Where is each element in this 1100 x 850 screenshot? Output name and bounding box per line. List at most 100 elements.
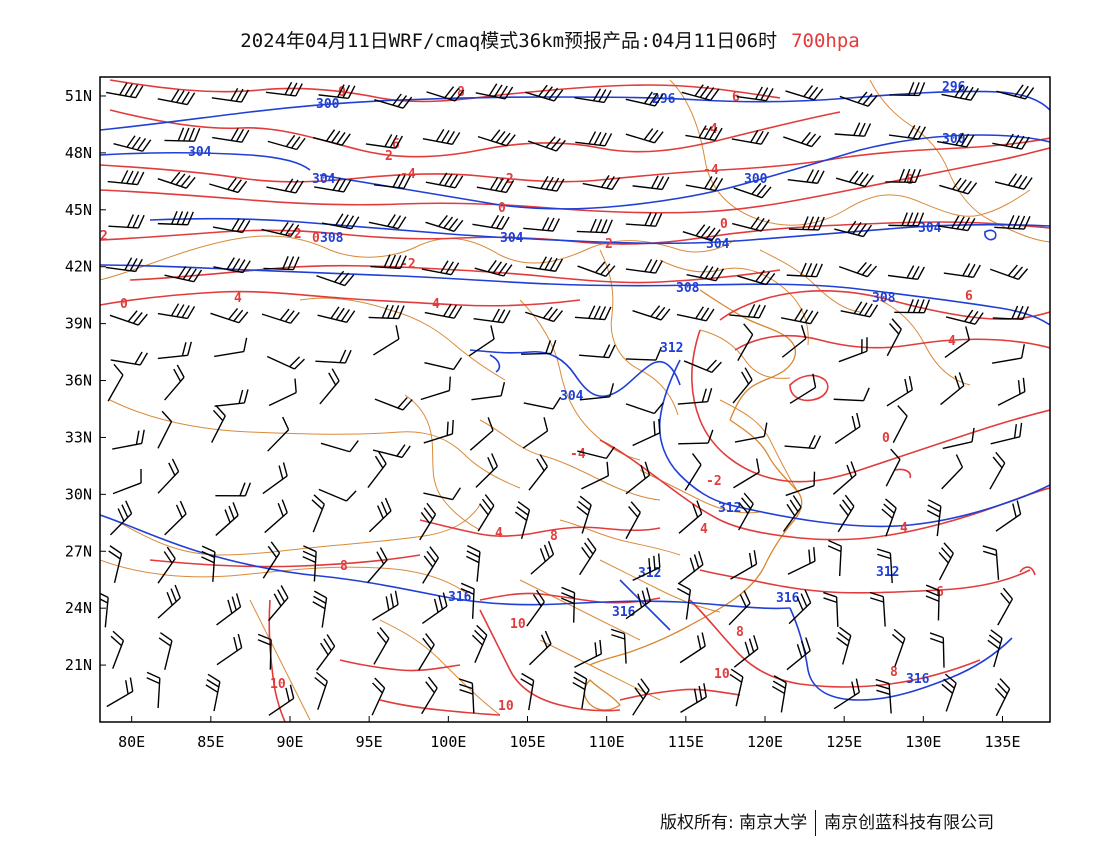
copyright-footer: 版权所有: 南京大学 南京创蓝科技有限公司: [660, 808, 994, 836]
wind-barb-feather: [232, 502, 239, 516]
wind-barb-feather: [453, 357, 463, 370]
wind-barb-feather: [466, 550, 480, 558]
wind-barb: [842, 635, 852, 665]
wind-barbs: [100, 81, 1035, 717]
wind-barb-feather: [536, 458, 545, 472]
wind-barb-feather: [201, 550, 215, 558]
wind-barb-feather: [313, 595, 327, 604]
wind-barb-feather: [811, 169, 820, 183]
wind-barb-feather: [823, 591, 837, 598]
wind-barb-feather: [141, 429, 145, 444]
wind-barb-feather: [427, 676, 438, 689]
wind-barb-feather: [611, 177, 621, 190]
wind-barb-feather: [691, 453, 702, 466]
wind-barb-feather: [474, 629, 486, 641]
wind-barb-feather: [232, 179, 242, 192]
wind-barb-feather: [885, 498, 897, 509]
wind-barb-feather: [279, 308, 290, 321]
wind-barb-feather: [808, 86, 819, 99]
wind-barb-feather: [175, 504, 183, 518]
wind-barb-feather: [125, 680, 129, 695]
wind-barb: [522, 430, 548, 449]
wind-barb-feather: [862, 93, 873, 105]
wind-barb: [888, 683, 892, 714]
wind-barb-feather: [889, 323, 900, 335]
height-label: 312: [718, 501, 741, 516]
wind-barb-feather: [284, 310, 295, 323]
wind-barb-feather: [290, 136, 301, 149]
temp-label: 4: [234, 291, 242, 306]
wind-barb-feather: [866, 265, 878, 278]
wind-barb-feather: [1017, 268, 1029, 280]
wind-barb-feather: [640, 464, 646, 479]
wind-barb-feather: [193, 269, 203, 283]
wind-barb-feather: [760, 271, 771, 284]
wind-barb: [107, 374, 124, 402]
temp-label: 0: [882, 431, 890, 446]
wind-barb-feather: [698, 125, 707, 139]
wind-barb: [157, 471, 180, 494]
wind-barb: [625, 358, 656, 361]
wind-barb-feather: [600, 175, 610, 188]
wind-barb-feather: [850, 461, 857, 475]
wind-barb-feather: [997, 682, 1008, 695]
wind-barb-feather: [453, 305, 463, 319]
wind-barb-feather: [551, 177, 560, 191]
wind-barb-feather: [806, 169, 814, 183]
wind-barb-feather: [284, 223, 294, 236]
wind-barb-feather: [241, 220, 251, 233]
wind-barb-feather: [804, 589, 812, 604]
wind-barb-feather: [907, 81, 915, 96]
wind-barb-feather: [644, 212, 652, 226]
wind-barb-feather: [858, 302, 868, 316]
wind-barb-feather: [326, 634, 336, 647]
wind-barb-feather: [180, 175, 191, 187]
wind-barb-feather: [267, 545, 278, 559]
wind-barb-feather: [495, 178, 504, 191]
temp-label: 10: [270, 677, 286, 692]
wind-barb-feather: [554, 258, 564, 272]
wind-barb-feather: [504, 86, 514, 100]
wind-barb-feather: [851, 681, 856, 696]
wind-barb-feather: [490, 129, 501, 142]
wind-barb-feather: [593, 305, 601, 320]
wind-barb-feather: [1012, 215, 1020, 229]
wind-barb-feather: [168, 462, 176, 476]
wind-barb-feather: [425, 681, 435, 694]
wind-barb-feather: [445, 261, 454, 275]
wind-barb-feather: [827, 545, 842, 553]
wind-barb-feather: [928, 499, 942, 507]
wind-barb-feather: [760, 131, 770, 145]
wind-barb-feather: [337, 178, 347, 192]
wind-barb-feather: [1012, 503, 1017, 518]
wind-barb-feather: [695, 224, 706, 237]
wind-barb-feather: [856, 412, 861, 427]
wind-barb: [581, 475, 609, 490]
wind-barb-feather: [206, 679, 220, 688]
wind-barb-feather: [655, 260, 663, 274]
wind-barb-feather: [392, 215, 402, 228]
height-label: 308: [676, 281, 700, 296]
wind-barb-feather: [314, 676, 327, 687]
wind-barb-feather: [786, 503, 796, 517]
height-label: 304: [500, 231, 524, 246]
wind-barb-feather: [454, 175, 464, 189]
longitude-axis: 80E 85E 90E 95E 100E 105E 110E 115E 120E 125E 130E…: [118, 716, 1021, 751]
wind-barb-feather: [705, 227, 716, 240]
temp-label: 0: [338, 85, 346, 100]
wind-barb-feather: [282, 416, 290, 431]
wind-barb-feather: [187, 211, 194, 226]
wind-barb-feather: [331, 368, 340, 382]
wind-barb-feather: [376, 551, 385, 565]
height-label: 308: [872, 291, 896, 306]
wind-barb-feather: [500, 132, 511, 145]
lon-tick-label: 130E: [905, 733, 941, 751]
wind-barb: [579, 396, 610, 401]
wind-barb-feather: [677, 587, 690, 596]
wind-barb-feather: [448, 376, 451, 391]
wind-barb-feather: [593, 131, 602, 145]
geopotential-isolines: [100, 90, 1050, 701]
wind-barb-feather: [756, 184, 767, 197]
wind-barb-feather: [226, 257, 235, 270]
wind-barb-feather: [1014, 84, 1024, 97]
